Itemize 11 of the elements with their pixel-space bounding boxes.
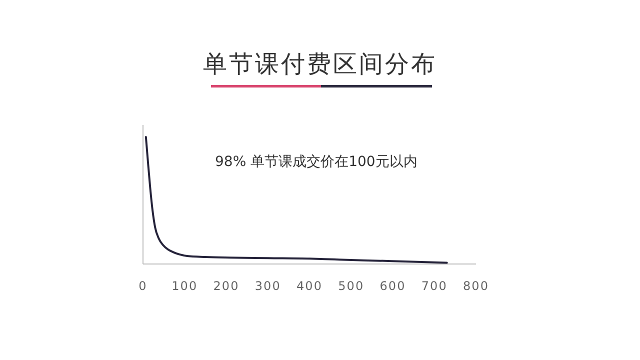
x-tick-label: 100 (172, 279, 198, 293)
annotation: 98% 单节课成交价在100元以内 (215, 154, 418, 170)
chart-title: 单节课付费区间分布 (203, 50, 437, 78)
x-tick-label: 200 (213, 279, 240, 293)
x-tick-label: 500 (338, 279, 364, 293)
x-tick-label: 300 (254, 279, 281, 293)
x-tick-label: 800 (463, 279, 489, 293)
x-tick-label: 700 (421, 279, 448, 293)
x-tick-label: 400 (296, 279, 322, 293)
x-tick-label: 0 (138, 279, 148, 293)
x-tick-label: 600 (380, 279, 406, 293)
